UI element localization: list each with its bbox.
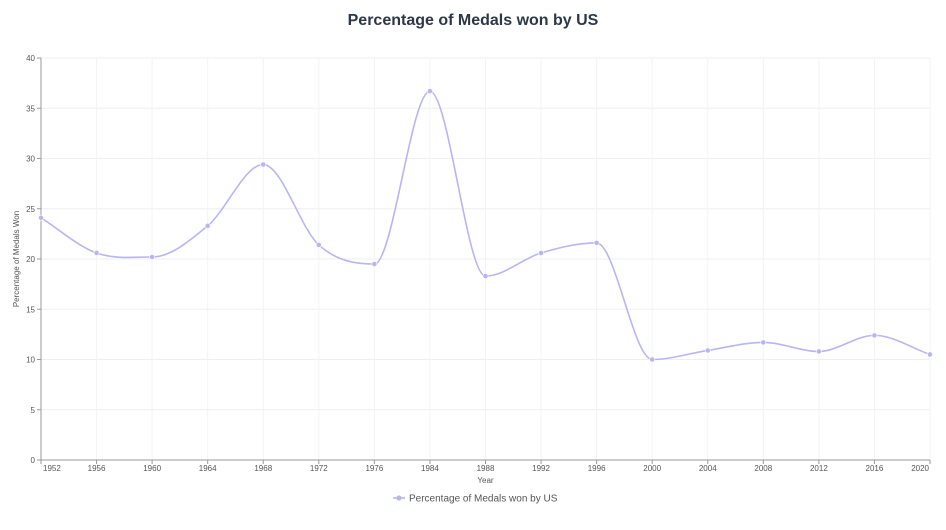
x-tick-label: 1956 bbox=[88, 464, 106, 473]
data-point[interactable] bbox=[593, 240, 600, 246]
data-point[interactable] bbox=[427, 88, 433, 95]
data-point[interactable] bbox=[760, 339, 767, 346]
x-tick-label: 1996 bbox=[588, 464, 606, 473]
x-axis-title: Year bbox=[477, 476, 494, 485]
y-tick-label: 10 bbox=[26, 356, 35, 365]
y-tick-label: 0 bbox=[31, 456, 36, 465]
data-point[interactable] bbox=[538, 250, 544, 256]
y-tick-label: 30 bbox=[26, 155, 35, 164]
data-point[interactable] bbox=[482, 273, 489, 279]
data-point[interactable] bbox=[93, 250, 100, 256]
data-point[interactable] bbox=[649, 356, 656, 363]
data-point[interactable] bbox=[927, 351, 933, 358]
y-tick-label: 5 bbox=[31, 406, 36, 415]
data-point[interactable] bbox=[315, 242, 322, 248]
y-tick-label: 15 bbox=[26, 305, 35, 314]
x-tick-label: 1952 bbox=[43, 464, 61, 473]
data-point[interactable] bbox=[704, 347, 711, 354]
x-tick-label: 1972 bbox=[310, 464, 328, 473]
x-tick-label: 1976 bbox=[365, 464, 383, 473]
data-point[interactable] bbox=[815, 348, 822, 355]
y-tick-label: 40 bbox=[26, 54, 35, 63]
legend-swatch-marker bbox=[396, 495, 402, 501]
data-point[interactable] bbox=[38, 214, 44, 221]
y-tick-label: 25 bbox=[26, 205, 35, 214]
series-layer bbox=[38, 88, 933, 363]
legend-label: Percentage of Medals won by US bbox=[409, 494, 558, 505]
grid bbox=[40, 57, 931, 461]
y-tick-labels: 0 5 10 15 20 25 30 35 40 bbox=[26, 54, 41, 465]
data-point[interactable] bbox=[371, 261, 378, 267]
y-axis-title: Percentage of Medals Won bbox=[12, 211, 21, 307]
data-point[interactable] bbox=[260, 161, 267, 168]
data-point[interactable] bbox=[149, 254, 156, 260]
x-tick-label: 1988 bbox=[477, 464, 495, 473]
x-tick-label: 2004 bbox=[699, 464, 717, 473]
x-tick-label: 1960 bbox=[143, 464, 161, 473]
x-tick-label: 1984 bbox=[421, 464, 439, 473]
chart-title: Percentage of Medals won by US bbox=[347, 12, 599, 29]
x-tick-label: 1992 bbox=[532, 464, 550, 473]
y-tick-label: 20 bbox=[26, 255, 35, 264]
x-tick-label: 1968 bbox=[254, 464, 272, 473]
x-tick-label: 2020 bbox=[911, 464, 929, 473]
legend[interactable]: Percentage of Medals won by US bbox=[393, 494, 558, 505]
x-tick-label: 2000 bbox=[643, 464, 661, 473]
data-point[interactable] bbox=[871, 332, 878, 339]
x-tick-label: 2016 bbox=[866, 464, 884, 473]
x-tick-label: 2012 bbox=[810, 464, 828, 473]
x-tick-labels: 1952 1956 1960 1964 1968 1972 1976 1984 1988 1992… bbox=[40, 460, 931, 473]
x-tick-label: 1964 bbox=[199, 464, 217, 473]
y-tick-label: 35 bbox=[26, 104, 35, 113]
data-point[interactable] bbox=[204, 222, 211, 229]
x-tick-label: 2008 bbox=[754, 464, 772, 473]
